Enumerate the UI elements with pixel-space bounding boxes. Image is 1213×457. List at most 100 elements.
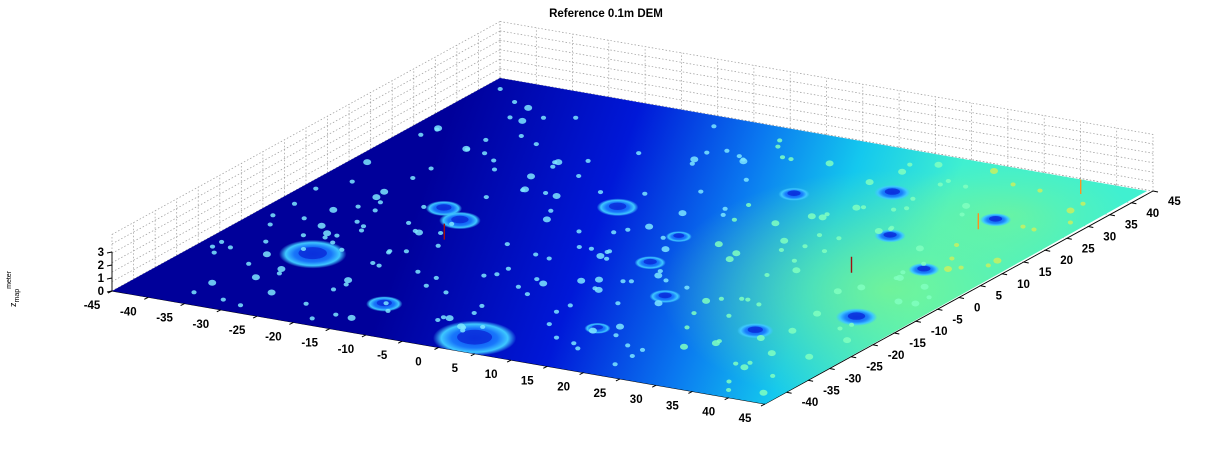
x-tick-label: 45 [739,413,752,425]
svg-text:zmapmeter: zmapmeter [6,270,21,307]
rock-bump [322,235,328,240]
rock-bump [860,205,867,210]
crater-pit [457,329,493,345]
rock-bump [370,261,376,265]
rock-bump [267,289,276,296]
rock-bump [714,241,723,248]
rock-bump [891,207,897,212]
y-tick-label: -5 [952,314,963,326]
rock-bump [567,303,573,308]
rock-bump [354,219,360,224]
rock-bump [334,233,340,238]
rock-bump [191,290,197,295]
rock-bump [724,148,730,153]
y-tick-label: 25 [1082,243,1095,255]
rock-bump [993,257,1002,264]
rock-bump [518,134,524,138]
rock-bump [852,204,861,211]
x-tick-label: -30 [192,319,209,331]
rock-bump [406,220,412,225]
rock-bump [303,301,309,306]
rock-bump [552,160,558,165]
rock-bump [237,303,244,308]
rock-bump [330,287,337,292]
rock-bump [684,285,690,290]
rock-bump [739,296,745,301]
rock-bump [985,263,991,268]
rock-bump [575,346,581,351]
x-tick-mark [470,353,476,357]
rock-bump [726,379,732,384]
rock-bump [482,151,488,156]
rock-bump [615,301,621,306]
rock-bump [629,354,635,358]
y-tick-mark [915,320,921,323]
rock-bump [716,339,722,344]
rock-bump [471,311,477,315]
rock-bump [654,300,663,307]
rock-bump [654,272,663,279]
x-tick-mark [688,390,693,394]
rock-bump [747,360,753,365]
rock-bump [539,280,548,287]
rock-bump [349,179,355,184]
y-tick-label: 30 [1103,232,1116,244]
rock-bump [636,151,642,156]
rock-bump [780,237,789,244]
y-tick-label: -10 [931,326,948,338]
rock-bump [945,179,951,183]
rock-bump [937,182,943,187]
rock-bump [611,230,617,235]
rock-bump [534,277,540,282]
rock-bump [833,288,842,295]
rock-bump [818,214,827,221]
rock-bump [577,277,586,284]
rock-bump [380,188,389,195]
y-tick-mark [1131,202,1137,205]
rock-bump [403,249,409,254]
rock-bump [874,228,883,234]
rock-bump [663,278,669,283]
x-tick-label: -35 [156,313,173,325]
y-tick-label: -40 [802,397,819,409]
x-tick-label: 40 [702,407,715,419]
crater-pit [608,202,627,210]
y-tick-mark [1066,237,1072,240]
z-tick-mark [106,264,113,267]
grid-line [111,30,501,245]
rock-bump [588,327,597,334]
rock-bump [542,216,551,223]
x-tick-label: -5 [377,350,388,362]
rock-bump [543,191,549,195]
y-tick-mark [872,344,878,347]
rock-bump [339,247,345,252]
rock-bump [270,213,276,218]
rock-bump [220,297,226,302]
crater-features [278,184,1012,356]
rock-bump [915,245,924,252]
y-tick-mark [1023,261,1029,264]
rock-bump [553,309,560,314]
y-tick-mark [1088,226,1094,228]
rock-bump [553,335,560,340]
rock-bump [775,144,781,149]
y-tick-mark [894,332,900,335]
y-tick-label: 35 [1125,220,1138,232]
rock-bump [211,250,217,255]
y-tick-mark [958,297,965,299]
rock-bump [843,337,852,344]
rock-bump [494,272,500,277]
y-tick-label: -35 [823,385,840,397]
crater-pit [847,312,866,320]
x-tick-mark [144,296,149,300]
x-tick-mark [760,403,766,407]
x-tick-label: -10 [338,344,355,356]
grid-line [111,68,501,282]
rock-bump [524,292,531,297]
rock-bump [625,343,631,348]
crater-pit [787,190,801,196]
rock-bump [533,142,539,147]
z-label-sup: meter [6,270,13,289]
rock-bump [805,353,814,360]
y-tick-label: -25 [866,362,883,374]
